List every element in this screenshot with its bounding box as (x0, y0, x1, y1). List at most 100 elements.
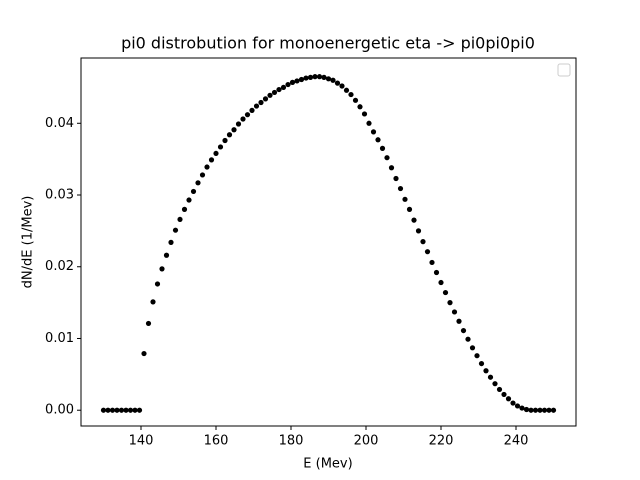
point (118, 407, 125, 413)
y-tick-label: 0.03 (45, 188, 74, 203)
point (528, 407, 534, 413)
point (235, 121, 242, 127)
point (123, 407, 129, 413)
point (492, 381, 498, 387)
point (429, 259, 435, 266)
point (132, 407, 138, 413)
point (402, 196, 408, 202)
y-tick-label: 0.00 (45, 403, 74, 418)
point (348, 91, 354, 98)
point (424, 249, 431, 255)
point (154, 281, 161, 287)
x-tick-label: 160 (204, 434, 229, 449)
point (303, 75, 309, 81)
point (505, 396, 512, 402)
point (370, 129, 377, 135)
y-tick-label: 0.01 (45, 331, 74, 346)
point (375, 137, 381, 143)
point (195, 180, 201, 186)
point (231, 127, 237, 133)
point (352, 97, 359, 103)
point (141, 350, 147, 357)
point (330, 77, 336, 83)
x-tick-label: 140 (129, 434, 154, 449)
x-tick-label: 180 (279, 434, 304, 449)
point (262, 96, 269, 102)
point (411, 217, 417, 223)
point (366, 120, 372, 126)
point (474, 353, 480, 359)
point (532, 407, 539, 413)
point (343, 87, 350, 93)
point (105, 407, 111, 413)
point (213, 150, 219, 157)
point (523, 406, 530, 413)
point (217, 144, 224, 150)
plot-frame (80, 57, 577, 427)
point (388, 165, 395, 171)
point (384, 155, 390, 161)
point (487, 374, 494, 380)
point (510, 400, 516, 406)
point (289, 79, 296, 85)
point (451, 309, 458, 315)
point (501, 391, 507, 398)
point (469, 345, 476, 351)
point (253, 103, 260, 109)
point (172, 227, 179, 233)
point (550, 407, 557, 413)
point (285, 81, 291, 88)
point (150, 299, 156, 305)
point (447, 300, 453, 306)
point (267, 92, 273, 98)
point (379, 145, 386, 151)
point (226, 132, 233, 138)
point (240, 116, 246, 122)
point (204, 164, 210, 170)
x-axis-label: E (Mev) (303, 457, 352, 472)
point (294, 78, 300, 84)
point (483, 368, 489, 374)
point (168, 239, 174, 245)
point (208, 157, 215, 163)
point (199, 172, 206, 178)
point (127, 407, 134, 413)
x-tick-label: 200 (354, 434, 379, 449)
point (177, 216, 183, 223)
point (258, 99, 264, 106)
point (100, 407, 107, 413)
point (181, 206, 188, 212)
point (159, 266, 165, 272)
point (186, 197, 192, 203)
point (321, 74, 327, 80)
point (244, 112, 251, 118)
point (325, 76, 332, 82)
point (109, 407, 116, 413)
point (190, 188, 197, 195)
point (478, 360, 485, 367)
point (276, 86, 282, 93)
point (415, 228, 422, 234)
point (249, 107, 255, 113)
point (136, 407, 143, 413)
point (280, 84, 287, 91)
point (298, 76, 305, 83)
point (271, 89, 278, 96)
point (334, 80, 341, 86)
point (496, 386, 503, 393)
point (442, 289, 449, 296)
point (420, 239, 426, 245)
point (546, 407, 552, 413)
point (460, 327, 467, 334)
point (519, 405, 525, 411)
point (307, 74, 314, 80)
point (163, 252, 170, 258)
point (361, 111, 368, 117)
chart-title: pi0 distrobution for monoenergetic eta -… (121, 34, 535, 53)
point (312, 74, 318, 80)
point (393, 175, 399, 182)
x-tick-label: 240 (504, 434, 529, 449)
point (541, 407, 548, 413)
x-tick-label: 220 (429, 434, 454, 449)
